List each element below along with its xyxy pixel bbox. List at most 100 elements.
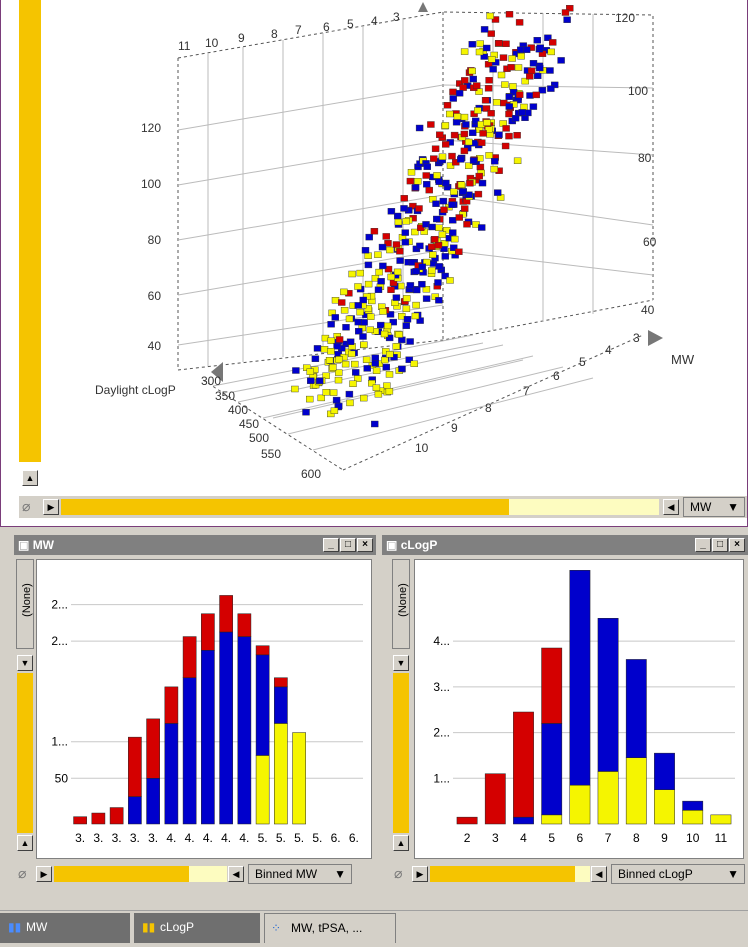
bar-segment-blue[interactable] <box>513 816 534 825</box>
bar-segment-red[interactable] <box>219 595 233 633</box>
tab-mw[interactable]: ▮▮ MW <box>0 913 130 943</box>
bar-segment-red[interactable] <box>541 647 563 724</box>
bar-segment-blue[interactable] <box>219 631 233 825</box>
bar-segment-red[interactable] <box>255 645 270 656</box>
scatter-point-yellow <box>446 162 455 169</box>
scatter-3d-plot[interactable]: 120 100 80 60 40 11 10 9 8 7 6 5 4 3 120… <box>43 0 743 490</box>
bar-segment-red[interactable] <box>146 718 160 779</box>
axis-selector-dropdown[interactable]: MW ▼ <box>683 497 745 517</box>
bar-segment-yellow[interactable] <box>541 814 563 825</box>
bar-segment-blue[interactable] <box>569 570 591 786</box>
close-button[interactable]: × <box>729 538 745 552</box>
mw-scroll-left-button[interactable]: ▶ <box>36 866 52 882</box>
bar-segment-blue[interactable] <box>682 800 704 811</box>
mw-vertical-track[interactable] <box>17 673 33 833</box>
bar-segment-blue[interactable] <box>625 659 647 758</box>
tab-3d-scatter[interactable]: ⁘ MW, tPSA, ... <box>264 913 396 943</box>
bar-segment-red[interactable] <box>91 812 106 825</box>
scroll-track-empty[interactable] <box>509 499 659 515</box>
bar-segment-blue[interactable] <box>128 796 142 825</box>
scatter-point-yellow <box>493 98 501 106</box>
scatter-point-yellow <box>340 288 348 296</box>
clogp-window-titlebar[interactable]: ▣ cLogP _ □ × <box>382 535 748 555</box>
minimize-button[interactable]: _ <box>695 538 711 552</box>
maximize-button[interactable]: □ <box>340 538 356 552</box>
scatter-point-red <box>406 177 415 185</box>
clogp-horizontal-scrollbar[interactable]: ⌀ ▶ ◀ Binned cLogP ▼ <box>390 863 748 885</box>
scroll-left-button[interactable]: ▶ <box>43 499 59 515</box>
mw-scroll-right-button[interactable]: ◀ <box>228 866 244 882</box>
clogp-scroll-filled[interactable] <box>430 866 575 882</box>
scatter-point-blue <box>483 44 491 52</box>
bar-segment-yellow[interactable] <box>625 757 647 825</box>
scatter-point-red <box>449 88 457 96</box>
clogp-scroll-right-button[interactable]: ◀ <box>591 866 607 882</box>
bar-segment-red[interactable] <box>182 636 197 678</box>
scatter-point-blue <box>363 365 371 372</box>
close-button[interactable]: × <box>357 538 373 552</box>
paperclip-icon[interactable]: ⌀ <box>394 865 403 881</box>
scroll-up-button[interactable]: ▲ <box>22 470 38 486</box>
bar-segment-red[interactable] <box>73 816 87 825</box>
scatter-point-blue <box>547 85 555 92</box>
maximize-button[interactable]: □ <box>712 538 728 552</box>
scroll-track-filled[interactable] <box>61 499 509 515</box>
bar-segment-blue[interactable] <box>541 723 563 816</box>
mw-scroll-filled[interactable] <box>54 866 189 882</box>
bar-segment-blue[interactable] <box>274 686 288 724</box>
clogp-scroll-left-button[interactable]: ▶ <box>412 866 428 882</box>
bar-segment-red[interactable] <box>484 773 506 825</box>
scatter-point-yellow <box>508 55 516 62</box>
clogp-scroll-down-button[interactable]: ▼ <box>393 655 409 671</box>
bar-segment-yellow[interactable] <box>597 771 619 825</box>
mw-scroll-down-button[interactable]: ▼ <box>17 655 33 671</box>
bar-segment-yellow[interactable] <box>710 814 732 825</box>
scatter-point-blue <box>489 66 497 73</box>
bar-segment-red[interactable] <box>109 807 124 825</box>
bar-segment-blue[interactable] <box>146 778 160 825</box>
mw-scroll-up-button[interactable]: ▲ <box>17 835 33 851</box>
mw-none-tab[interactable]: (None) <box>16 559 34 649</box>
paperclip-icon[interactable]: ⌀ <box>18 865 27 881</box>
mw-histogram-chart[interactable]: 2... 2... 1... 50 3. 3. 3. 3. 3. 4. 4. 4. 4. 4. 5. 5. 5.… <box>37 560 371 858</box>
bar-segment-yellow[interactable] <box>274 723 288 825</box>
bar-segment-blue[interactable] <box>255 654 270 756</box>
horizontal-scrollbar[interactable]: ⌀ ▶ ◀ MW ▼ <box>19 496 747 518</box>
bar-segment-red[interactable] <box>128 736 142 797</box>
bar-segment-red[interactable] <box>164 686 179 724</box>
minimize-button[interactable]: _ <box>323 538 339 552</box>
mw-binned-selector[interactable]: Binned MW ▼ <box>248 864 352 884</box>
bar-segment-yellow[interactable] <box>292 732 306 825</box>
clogp-binned-selector[interactable]: Binned cLogP ▼ <box>611 864 745 884</box>
mw-scroll-empty[interactable] <box>189 866 227 882</box>
bar-segment-red[interactable] <box>456 816 478 825</box>
bar-segment-blue[interactable] <box>201 650 215 825</box>
scatter-point-red <box>561 9 570 16</box>
bar-segment-blue[interactable] <box>237 636 252 825</box>
clogp-vertical-track[interactable] <box>393 673 409 833</box>
bar-segment-blue[interactable] <box>182 677 197 825</box>
scatter-point-yellow <box>345 315 354 323</box>
bar-segment-red[interactable] <box>237 613 252 637</box>
bar-segment-yellow[interactable] <box>654 789 675 825</box>
vertical-scrollbar-track[interactable] <box>19 0 41 462</box>
scroll-right-button[interactable]: ◀ <box>663 499 679 515</box>
bar-segment-blue[interactable] <box>654 752 675 790</box>
bar-segment-red[interactable] <box>274 677 288 688</box>
clogp-scroll-empty[interactable] <box>575 866 590 882</box>
bar-segment-yellow[interactable] <box>569 784 591 825</box>
clogp-none-tab[interactable]: (None) <box>392 559 410 649</box>
clogp-histogram-chart[interactable]: 4... 3... 2... 1... 2 3 4 5 6 7 8 9 10 11 <box>415 560 743 858</box>
bar-segment-blue[interactable] <box>164 723 179 825</box>
bar-segment-red[interactable] <box>513 711 534 818</box>
mw-window-titlebar[interactable]: ▣ MW _ □ × <box>14 535 376 555</box>
mw-horizontal-scrollbar[interactable]: ⌀ ▶ ◀ Binned MW ▼ <box>14 863 376 885</box>
bar-segment-yellow[interactable] <box>255 755 270 825</box>
bar-segment-red[interactable] <box>201 613 215 651</box>
bar-segment-yellow[interactable] <box>682 810 704 825</box>
bar-segment-blue[interactable] <box>597 618 619 772</box>
tab-clogp[interactable]: ▮▮ cLogP <box>134 913 260 943</box>
scatter-point-yellow <box>348 350 356 358</box>
paperclip-icon[interactable]: ⌀ <box>22 498 31 514</box>
clogp-scroll-up-button[interactable]: ▲ <box>393 835 409 851</box>
